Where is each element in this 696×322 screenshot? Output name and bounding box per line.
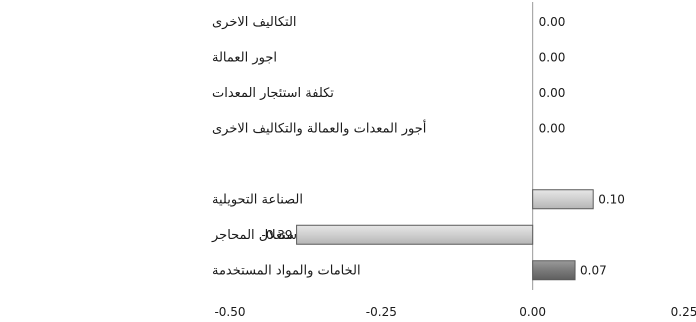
data-label: 0.00	[539, 50, 566, 64]
data-label: -0.39	[262, 228, 293, 242]
category-label: التكاليف الاخرى	[212, 15, 297, 30]
category-label: الصناعة التحويلية	[212, 192, 303, 207]
bar	[296, 224, 534, 245]
bar	[532, 189, 594, 210]
bar	[532, 260, 576, 281]
category-label: الخامات والمواد المستخدمة	[212, 263, 361, 278]
data-label: 0.10	[598, 192, 625, 206]
x-tick-label: 0.00	[519, 305, 546, 319]
data-label: 0.07	[580, 263, 607, 277]
x-tick-label: -0.25	[366, 305, 397, 319]
data-label: 0.00	[539, 86, 566, 100]
x-tick-label: 0.25	[671, 305, 696, 319]
category-label: تكلفة استئجار المعدات	[212, 86, 334, 101]
data-label: 0.00	[539, 15, 566, 29]
plot-area: التكاليف الاخرى 0.00 اجور العمالة 0.00 تكلفة…	[211, 2, 696, 319]
category-label: اجور العمالة	[212, 50, 277, 65]
category-label: أجور المعدات والعمالة والتكاليف الاخرى	[212, 119, 426, 136]
data-label: 0.00	[539, 121, 566, 135]
x-tick-label: -0.50	[214, 305, 245, 319]
